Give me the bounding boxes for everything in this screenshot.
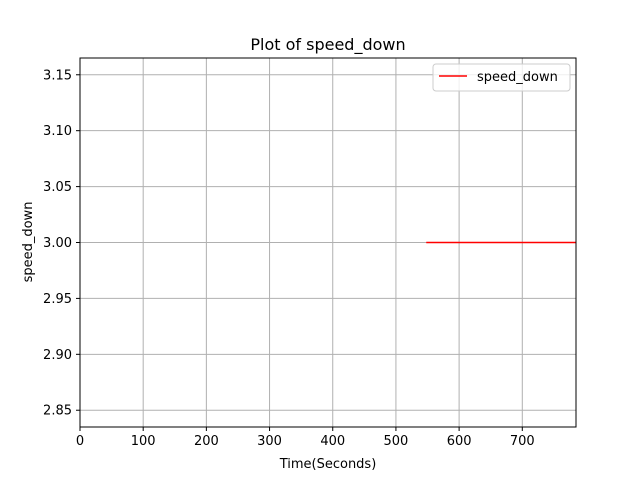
y-tick-label: 3.10 (43, 124, 72, 139)
x-tick-label: 500 (384, 434, 409, 449)
legend-label-speed-down: speed_down (477, 70, 558, 85)
y-tick-label: 3.00 (43, 236, 72, 251)
legend-box (432, 63, 571, 92)
x-axis-label: Time(Seconds) (279, 457, 377, 472)
x-tick-label: 100 (131, 434, 156, 449)
chart-title: Plot of speed_down (250, 35, 405, 55)
x-tick-label: 600 (447, 434, 472, 449)
x-tick-label: 400 (320, 434, 345, 449)
x-tick-label: 200 (194, 434, 219, 449)
x-tick-label: 700 (510, 434, 535, 449)
y-axis-label: speed_down (21, 202, 36, 283)
x-tick-label: 0 (76, 434, 84, 449)
x-tick-label: 300 (257, 434, 282, 449)
y-tick-label: 2.90 (43, 348, 72, 363)
y-tick-label: 2.85 (43, 404, 72, 419)
tick-layer: 0 100 200 300 400 500 600 700 2.85 2.90 2.95 3.00 3.… (43, 68, 535, 449)
y-tick-label: 2.95 (43, 292, 72, 307)
grid-layer (79, 58, 576, 427)
legend: speed_down (432, 63, 571, 92)
y-tick-label: 3.05 (43, 180, 72, 195)
y-tick-label: 3.15 (43, 68, 72, 83)
